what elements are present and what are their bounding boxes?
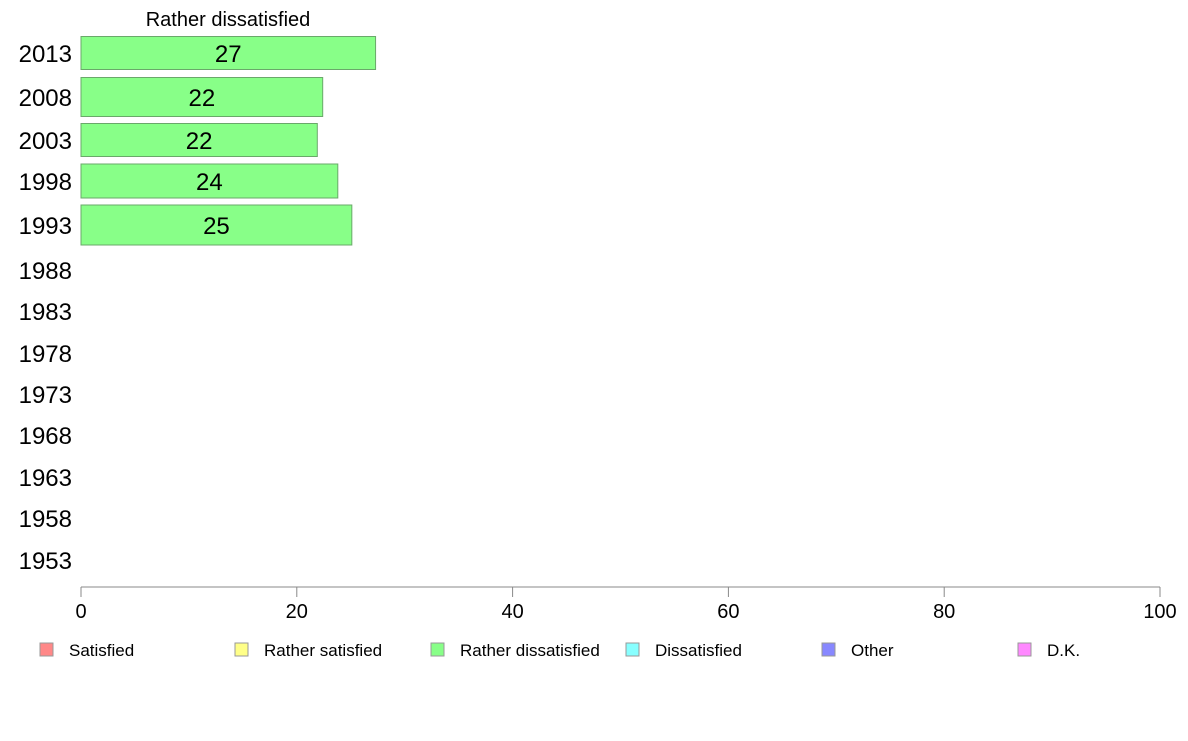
bar-value-label: 27 [215, 41, 242, 68]
legend-label: Rather dissatisfied [460, 641, 600, 660]
bar-value-label: 22 [186, 128, 213, 155]
bar [80, 123, 318, 157]
year-label: 1983 [19, 299, 72, 326]
chart-title: Rather dissatisfied [146, 9, 311, 31]
year-label: 1958 [19, 506, 72, 533]
legend-swatch [39, 642, 54, 657]
legend-swatch [430, 642, 445, 657]
year-label: 1988 [19, 258, 72, 285]
legend-swatch [821, 642, 836, 657]
x-tick-label: 80 [933, 601, 955, 623]
x-tick-label: 40 [501, 601, 523, 623]
year-label: 1978 [19, 341, 72, 368]
x-tick-label: 0 [75, 601, 86, 623]
legend-swatch [1017, 642, 1032, 657]
legend-label: Satisfied [69, 641, 134, 660]
legend: Satisfied Rather satisfied Rather dissatis… [39, 641, 1080, 660]
year-label: 1973 [19, 382, 72, 409]
year-label: 1993 [19, 213, 72, 240]
legend-swatch [625, 642, 640, 657]
year-label: 2008 [19, 85, 72, 112]
legend-label: D.K. [1047, 641, 1080, 660]
bar [80, 77, 324, 117]
bar-value-label: 22 [188, 85, 215, 112]
bar [80, 204, 353, 246]
year-label: 1953 [19, 548, 72, 575]
bar [80, 163, 339, 199]
year-label: 2003 [19, 128, 72, 155]
year-label: 1968 [19, 423, 72, 450]
legend-label: Dissatisfied [655, 641, 742, 660]
x-tick-label: 100 [1143, 601, 1176, 623]
x-axis: 0 20 40 60 80 100 [75, 586, 1177, 623]
legend-swatch [234, 642, 249, 657]
year-label: 2013 [19, 41, 72, 68]
legend-label: Other [851, 641, 894, 660]
bar [80, 36, 377, 70]
legend-label: Rather satisfied [264, 641, 382, 660]
bar-value-label: 25 [203, 213, 230, 240]
year-labels: 2013 2008 2003 1998 1993 1988 1983 1978 1973 1968… [19, 41, 72, 575]
x-tick-label: 60 [717, 601, 739, 623]
x-tick-label: 20 [286, 601, 308, 623]
bar-value-label: 24 [196, 169, 223, 196]
year-label: 1998 [19, 169, 72, 196]
year-label: 1963 [19, 465, 72, 492]
